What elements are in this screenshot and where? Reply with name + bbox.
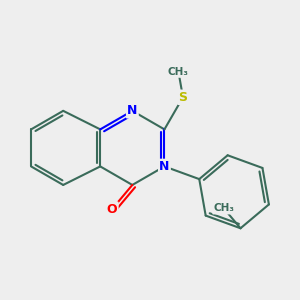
Text: CH₃: CH₃ [168,67,189,77]
Text: O: O [107,202,117,216]
Text: N: N [159,160,170,173]
Text: CH₃: CH₃ [213,203,234,213]
Text: S: S [178,91,188,104]
Text: N: N [127,104,137,117]
